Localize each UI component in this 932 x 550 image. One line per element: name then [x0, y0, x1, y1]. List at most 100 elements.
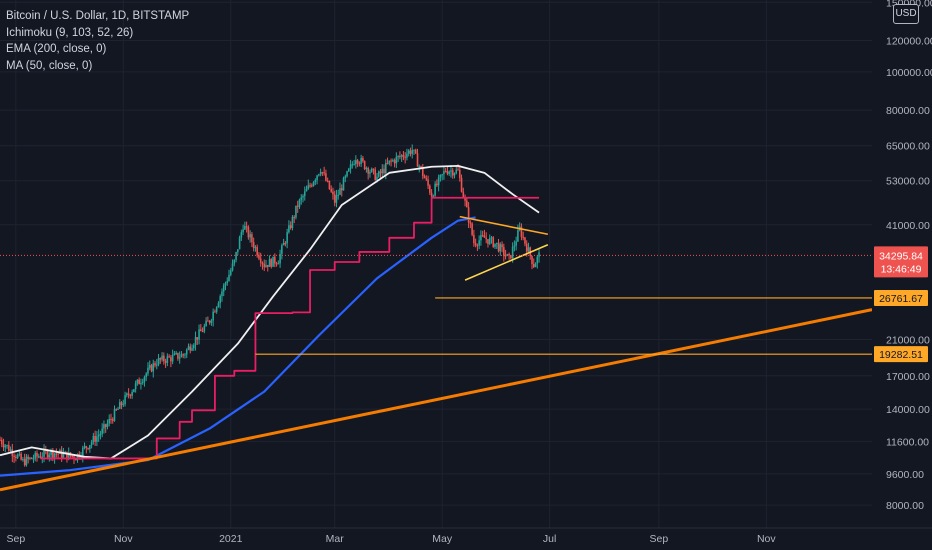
candle-body-214	[376, 176, 378, 180]
candle-body-285	[501, 244, 503, 248]
candle-body-98	[171, 355, 174, 362]
candle-body-207	[363, 161, 366, 169]
candle-body-283	[497, 242, 500, 252]
candle-body-256	[450, 170, 452, 172]
x-tick-label-1: Nov	[114, 533, 133, 545]
currency-button[interactable]: USD	[893, 4, 919, 24]
candle-body-156	[274, 256, 276, 264]
candle-body-89	[155, 364, 158, 366]
candle-body-162	[284, 243, 287, 245]
candle-body-109	[191, 348, 193, 351]
candle-body-200	[351, 164, 354, 166]
candle-body-77	[134, 383, 137, 390]
candle-body-280	[492, 237, 495, 247]
candle-body-88	[154, 363, 156, 366]
candle-body-257	[451, 170, 454, 176]
candle-body-106	[185, 349, 188, 355]
candle-body-112	[196, 337, 199, 340]
candle-body-86	[150, 365, 153, 372]
candle-body-243	[427, 179, 429, 186]
candle-body-93	[163, 355, 165, 362]
candle-body-82	[143, 376, 146, 383]
candle-body-304	[534, 263, 537, 268]
triangle-upper-line	[459, 215, 549, 236]
candle-body-97	[170, 357, 172, 362]
horizontal-levels[interactable]	[0, 254, 872, 355]
candle-body-137	[240, 232, 243, 238]
y-tick-label-11: 120000.00	[886, 36, 932, 48]
candle-body-218	[383, 168, 385, 174]
candle-body-198	[348, 168, 350, 172]
candle-body-76	[133, 389, 135, 393]
candle-body-290	[510, 255, 512, 259]
y-tick-label-5: 21000.00	[886, 335, 930, 347]
candle-body-186	[326, 180, 329, 182]
candle-body-212	[372, 168, 375, 170]
candle-body-130	[228, 274, 230, 282]
candle-body-150	[263, 263, 266, 268]
candle-body-239	[420, 166, 422, 168]
candle-body-68	[118, 402, 121, 409]
candle-body-159	[279, 253, 281, 264]
candle-body-8	[13, 456, 15, 458]
candle-body-255	[448, 171, 451, 174]
candle-body-145	[254, 247, 257, 249]
candle-body-43	[74, 459, 77, 461]
y-tick-label-10: 100000.00	[886, 67, 932, 79]
candle-body-211	[370, 168, 373, 172]
y-tick-label-1: 9600.00	[886, 469, 924, 481]
candle-body-275	[483, 235, 486, 238]
candle-body-108	[189, 346, 192, 351]
y-tick-label-6: 41000.00	[886, 220, 930, 232]
candle-body-22	[37, 456, 40, 458]
indicator-lines	[0, 164, 873, 492]
candle-body-292	[513, 245, 516, 247]
candle-body-4	[6, 445, 8, 447]
candle-body-270	[474, 243, 477, 246]
price-series	[0, 144, 540, 467]
candle-body-209	[367, 168, 369, 174]
candle-body-277	[487, 239, 489, 244]
y-tick-label-3: 14000.00	[886, 404, 930, 416]
candle-body-114	[200, 329, 202, 332]
candle-body-53	[92, 435, 95, 443]
candle-body-147	[258, 255, 260, 259]
candle-body-52	[90, 442, 93, 446]
candle-body-225	[395, 156, 398, 164]
candle-body-187	[328, 180, 331, 190]
candle-body-118	[207, 320, 209, 322]
legend-ma[interactable]: MA (50, close, 0)	[6, 59, 93, 72]
x-tick-label-4: May	[432, 533, 453, 545]
candle-body-163	[286, 232, 288, 244]
candle-body-160	[281, 245, 283, 254]
candle-body-83	[145, 373, 148, 377]
candle-body-188	[330, 189, 332, 192]
candle-body-222	[390, 160, 392, 162]
candle-body-110	[192, 345, 195, 349]
level-badge-bg-1	[874, 346, 928, 363]
candle-body-213	[374, 169, 377, 180]
candle-body-21	[36, 452, 38, 457]
candle-body-41	[71, 455, 74, 457]
candle-body-183	[321, 172, 324, 174]
symbol-title[interactable]: Bitcoin / U.S. Dollar, 1D, BITSTAMP	[6, 10, 190, 22]
candle-body-72	[126, 393, 128, 396]
candle-body-161	[282, 243, 285, 246]
candle-body-221	[388, 160, 391, 164]
candle-body-287	[504, 255, 507, 257]
candle-body-247	[434, 183, 436, 196]
candle-body-167	[293, 217, 295, 219]
legend-ema[interactable]: EMA (200, close, 0)	[6, 43, 107, 55]
candle-body-121	[212, 311, 214, 321]
candle-body-58	[101, 428, 103, 434]
candle-body-252	[443, 171, 445, 175]
candle-body-3	[4, 445, 7, 448]
candle-body-274	[481, 235, 484, 237]
candle-body-196	[344, 176, 347, 179]
candle-body-228	[400, 155, 403, 157]
legend-ichimoku[interactable]: Ichimoku (9, 103, 52, 26)	[6, 26, 134, 39]
candle-body-9	[15, 457, 17, 459]
x-axis-panel[interactable]	[0, 528, 932, 550]
candle-body-30	[52, 450, 54, 458]
